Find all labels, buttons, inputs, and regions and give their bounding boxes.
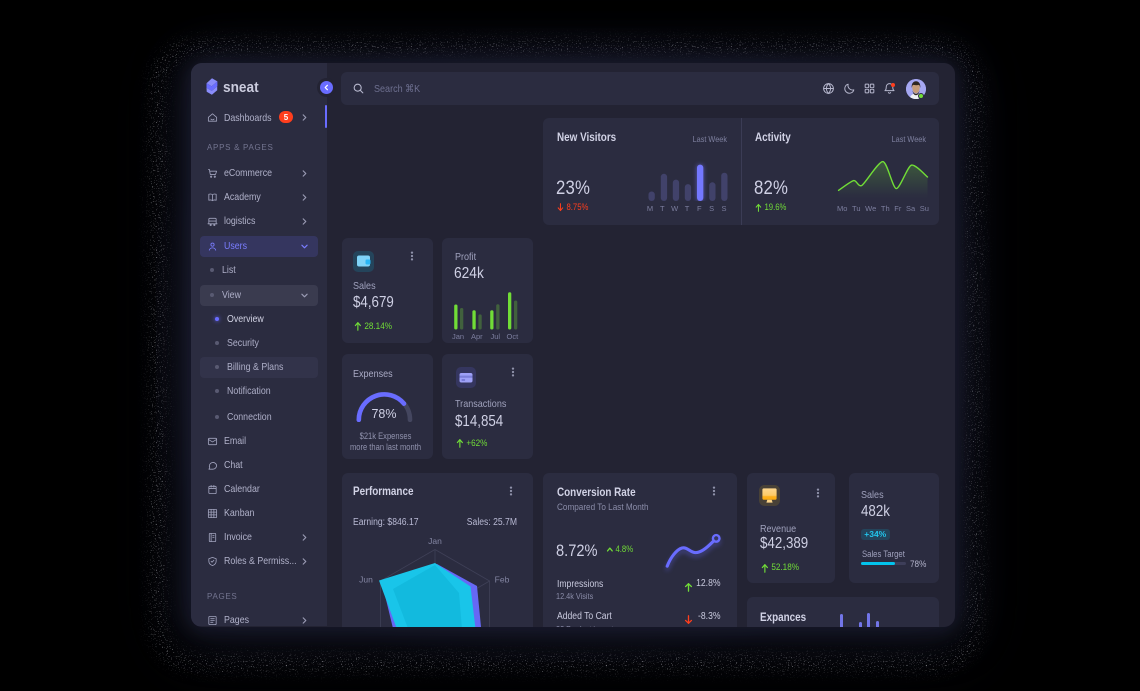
svg-text:Jun: Jun [359, 575, 373, 585]
svg-text:Feb: Feb [495, 575, 510, 585]
svg-text:Jan: Jan [428, 536, 442, 546]
